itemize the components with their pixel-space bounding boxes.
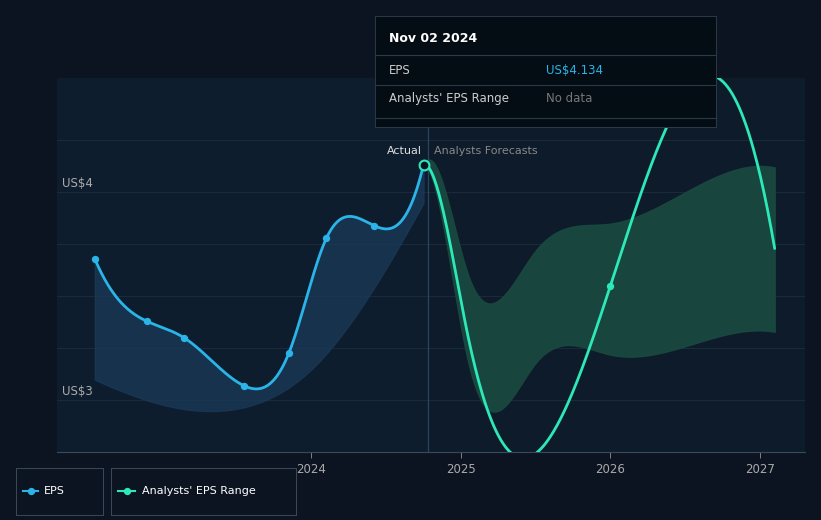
Point xyxy=(88,255,101,263)
Point xyxy=(603,282,617,290)
Point xyxy=(282,348,296,357)
Point xyxy=(368,222,381,230)
Text: US$4.134: US$4.134 xyxy=(546,63,603,76)
Point xyxy=(237,382,250,390)
Text: Analysts' EPS Range: Analysts' EPS Range xyxy=(142,486,256,497)
Point xyxy=(417,160,430,168)
Point xyxy=(178,334,191,342)
Point xyxy=(140,317,154,326)
Text: Analysts' EPS Range: Analysts' EPS Range xyxy=(389,92,509,105)
Text: No data: No data xyxy=(546,92,592,105)
Text: Actual: Actual xyxy=(387,146,422,156)
Text: EPS: EPS xyxy=(389,63,410,76)
Text: Analysts Forecasts: Analysts Forecasts xyxy=(434,146,538,156)
Text: US$4: US$4 xyxy=(62,177,93,190)
Text: Nov 02 2024: Nov 02 2024 xyxy=(389,32,477,45)
Text: EPS: EPS xyxy=(44,486,65,497)
Point xyxy=(24,487,37,496)
Bar xyxy=(57,78,428,452)
Point xyxy=(120,487,133,496)
Text: US$3: US$3 xyxy=(62,385,93,398)
Point xyxy=(417,160,430,168)
Point xyxy=(320,234,333,242)
